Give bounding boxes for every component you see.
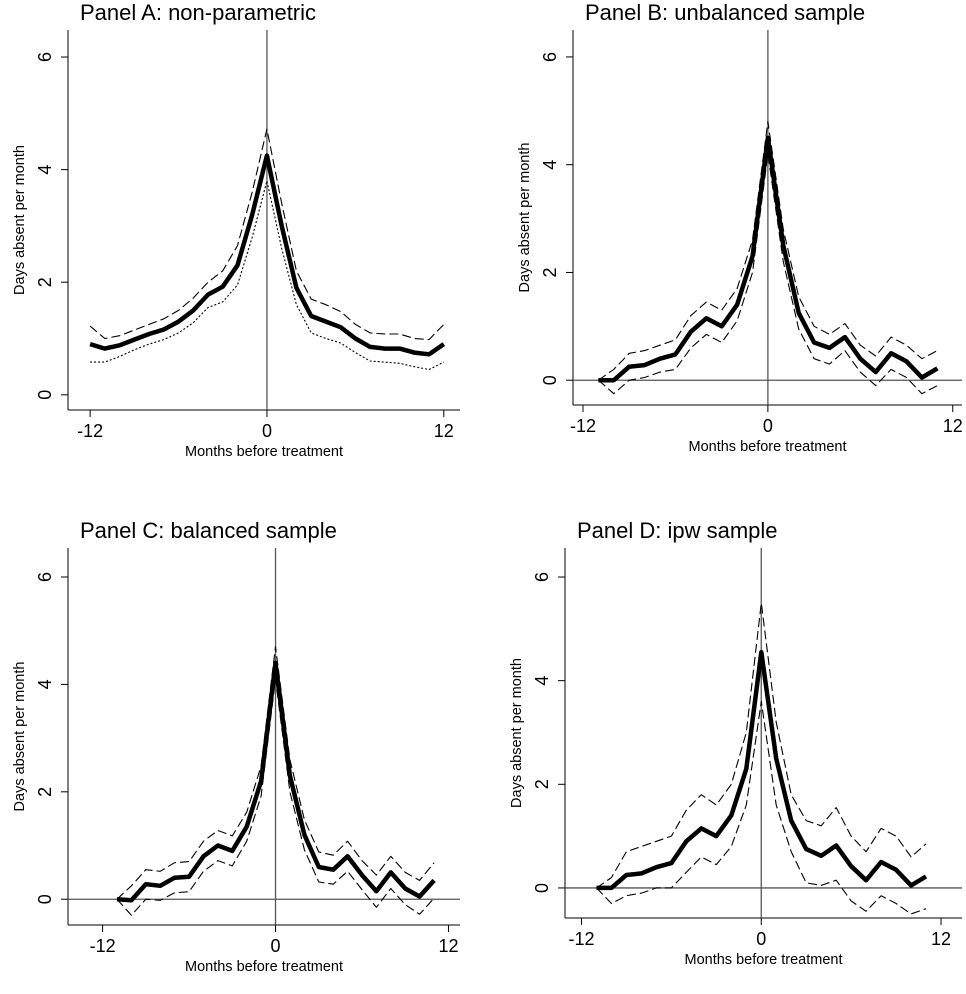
- y-tick-label: 2: [35, 787, 55, 797]
- series-line: [596, 700, 927, 915]
- x-tick-label: -12: [568, 929, 594, 949]
- y-tick-label: 0: [540, 375, 560, 385]
- y-tick-label: 0: [532, 883, 552, 893]
- panel-title: Panel D: ipw sample: [577, 518, 778, 543]
- x-tick-label: -12: [570, 416, 596, 436]
- series-line: [598, 153, 938, 395]
- series-line: [598, 135, 939, 383]
- x-tick-label: 0: [271, 936, 281, 956]
- x-tick-label: 12: [438, 936, 458, 956]
- y-tick-label: 4: [540, 160, 560, 170]
- x-tick-label: -12: [90, 936, 116, 956]
- y-tick-label: 6: [532, 572, 552, 582]
- y-tick-label: 4: [35, 165, 55, 175]
- y-axis-title: Days absent per month: [509, 658, 525, 808]
- y-axis-title: Days absent per month: [517, 143, 533, 293]
- series-line: [116, 646, 435, 900]
- y-tick-label: 4: [35, 679, 55, 689]
- x-axis-title: Months before treatment: [689, 439, 847, 455]
- series-line: [116, 660, 436, 903]
- x-axis-title: Months before treatment: [685, 952, 843, 968]
- y-axis-title: Days absent per month: [12, 145, 28, 295]
- y-tick-label: 6: [540, 52, 560, 62]
- y-tick-label: 2: [532, 779, 552, 789]
- y-tick-label: 6: [35, 52, 55, 62]
- x-tick-label: 0: [763, 416, 773, 436]
- x-tick-label: -12: [77, 421, 103, 441]
- panel-title: Panel B: unbalanced sample: [585, 0, 865, 25]
- y-tick-label: 0: [35, 390, 55, 400]
- panel-title: Panel A: non-parametric: [80, 0, 316, 25]
- x-axis-title: Months before treatment: [185, 959, 343, 975]
- x-axis-title: Months before treatment: [185, 444, 343, 460]
- panel-title: Panel C: balanced sample: [80, 518, 337, 543]
- y-tick-label: 4: [532, 676, 552, 686]
- series-line: [89, 153, 446, 357]
- x-tick-label: 12: [943, 416, 963, 436]
- y-tick-label: 6: [35, 572, 55, 582]
- series-line: [598, 121, 938, 381]
- x-tick-label: 12: [434, 421, 454, 441]
- y-tick-label: 2: [35, 277, 55, 287]
- y-tick-label: 2: [540, 267, 560, 277]
- series-line: [596, 649, 928, 891]
- x-tick-label: 0: [262, 421, 272, 441]
- y-tick-label: 0: [35, 894, 55, 904]
- x-tick-label: 12: [931, 929, 951, 949]
- series-line: [89, 128, 445, 341]
- x-tick-label: 0: [756, 929, 766, 949]
- y-axis-title: Days absent per month: [12, 662, 28, 812]
